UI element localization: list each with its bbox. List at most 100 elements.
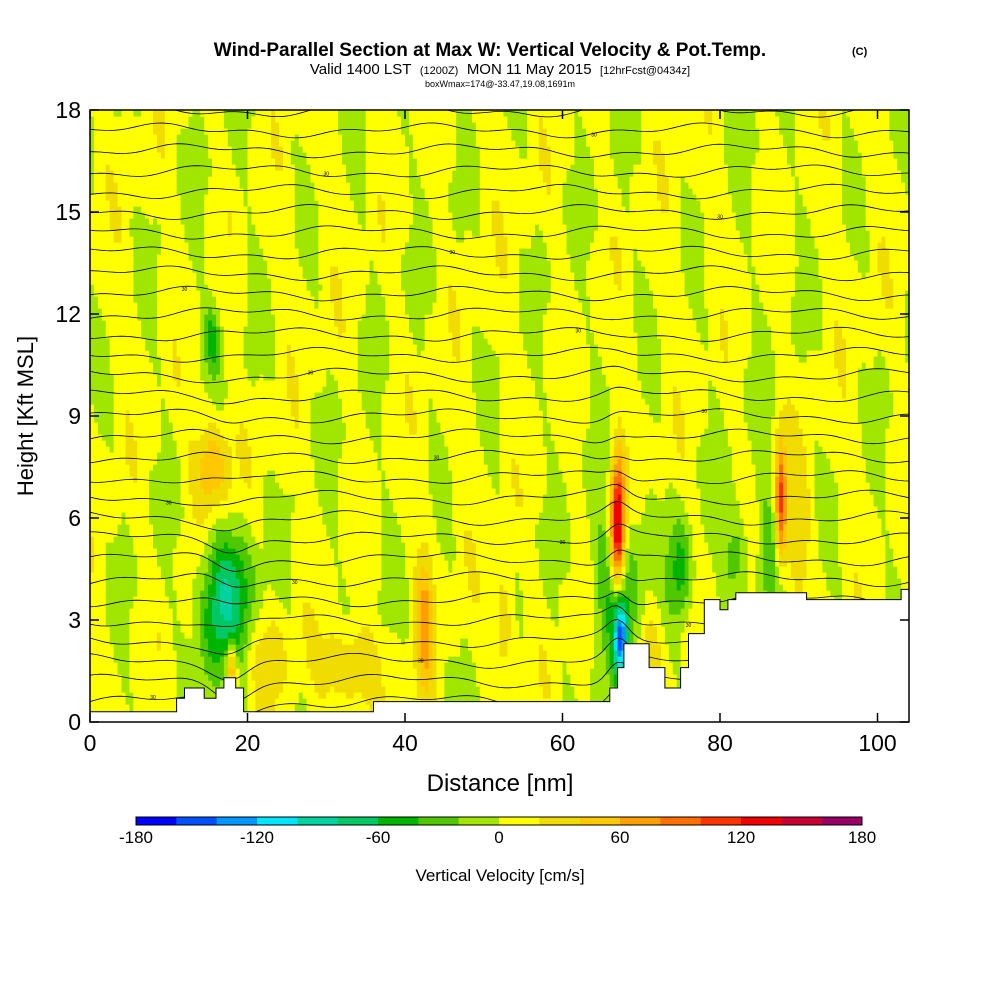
- velocity-cell: [129, 698, 134, 705]
- velocity-cell: [223, 578, 229, 585]
- velocity-cell: [885, 590, 890, 597]
- velocity-cell: [436, 680, 442, 687]
- velocity-cell: [420, 596, 426, 603]
- velocity-cell: [676, 680, 682, 687]
- velocity-cell: [633, 620, 638, 627]
- velocity-cell: [156, 662, 162, 669]
- velocity-cell: [168, 584, 174, 591]
- velocity-cell: [345, 674, 351, 681]
- velocity-cell: [101, 680, 107, 687]
- velocity-cell: [389, 656, 394, 663]
- velocity-cell: [334, 620, 339, 627]
- velocity-cell: [160, 668, 166, 675]
- velocity-cell: [751, 578, 757, 585]
- velocity-cell: [751, 584, 757, 591]
- velocity-cell: [692, 596, 697, 603]
- velocity-cell: [349, 662, 355, 669]
- velocity-cell: [865, 584, 871, 591]
- velocity-cell: [408, 656, 414, 663]
- velocity-cell: [389, 680, 394, 687]
- velocity-cell: [385, 686, 390, 693]
- velocity-cell: [255, 614, 260, 621]
- velocity-cell: [538, 620, 544, 627]
- velocity-cell: [495, 656, 501, 663]
- velocity-cell: [334, 674, 339, 681]
- velocity-cell: [468, 680, 473, 687]
- velocity-cell: [531, 614, 536, 621]
- velocity-cell: [499, 674, 505, 681]
- velocity-cell: [534, 626, 540, 633]
- velocity-cell: [223, 602, 229, 609]
- velocity-cell: [137, 644, 142, 651]
- velocity-cell: [117, 698, 123, 705]
- velocity-cell: [314, 650, 319, 657]
- velocity-cell: [479, 686, 485, 693]
- velocity-cell: [294, 626, 300, 633]
- velocity-cell: [200, 644, 205, 651]
- velocity-cell: [436, 632, 442, 639]
- velocity-cell: [330, 698, 335, 705]
- velocity-cell: [342, 668, 347, 675]
- velocity-cell: [692, 626, 697, 633]
- velocity-cell: [188, 626, 193, 633]
- velocity-cell: [495, 650, 501, 657]
- velocity-cell: [684, 644, 690, 651]
- velocity-cell: [471, 578, 477, 585]
- velocity-cell: [468, 602, 473, 609]
- velocity-cell: [672, 662, 678, 669]
- velocity-cell: [629, 590, 634, 597]
- velocity-cell: [251, 608, 256, 615]
- velocity-cell: [448, 626, 453, 633]
- velocity-cell: [149, 656, 154, 663]
- velocity-cell: [645, 620, 650, 627]
- velocity-cell: [145, 638, 150, 645]
- velocity-cell: [680, 608, 686, 615]
- velocity-cell: [342, 608, 347, 615]
- velocity-cell: [271, 590, 276, 597]
- velocity-cell: [629, 602, 634, 609]
- velocity-cell: [200, 632, 205, 639]
- velocity-cell: [243, 608, 249, 615]
- velocity-cell: [499, 680, 505, 687]
- velocity-cell: [101, 596, 107, 603]
- velocity-cell: [491, 608, 497, 615]
- velocity-cell: [393, 656, 398, 663]
- velocity-cell: [361, 584, 367, 591]
- velocity-cell: [243, 686, 249, 693]
- velocity-cell: [204, 638, 209, 645]
- velocity-cell: [515, 638, 520, 645]
- velocity-cell: [176, 644, 182, 651]
- velocity-cell: [271, 668, 276, 675]
- velocity-cell: [216, 620, 221, 627]
- velocity-cell: [216, 632, 221, 639]
- velocity-cell: [263, 668, 268, 675]
- velocity-cell: [495, 632, 501, 639]
- velocity-cell: [570, 578, 575, 585]
- velocity-cell: [314, 656, 319, 663]
- velocity-cell: [286, 698, 292, 705]
- velocity-cell: [176, 650, 182, 657]
- velocity-cell: [538, 632, 544, 639]
- velocity-cell: [790, 578, 796, 585]
- velocity-cell: [590, 662, 595, 669]
- velocity-cell: [326, 656, 331, 663]
- velocity-cell: [125, 650, 130, 657]
- velocity-cell: [137, 650, 142, 657]
- velocity-cell: [420, 692, 426, 699]
- velocity-cell: [156, 668, 162, 675]
- velocity-cell: [385, 602, 390, 609]
- velocity-cell: [814, 578, 820, 585]
- velocity-cell: [570, 662, 575, 669]
- velocity-cell: [857, 584, 863, 591]
- velocity-cell: [542, 614, 548, 621]
- velocity-cell: [594, 638, 599, 645]
- velocity-cell: [267, 668, 272, 675]
- velocity-cell: [381, 608, 386, 615]
- velocity-cell: [133, 590, 138, 597]
- velocity-cell: [160, 644, 166, 651]
- velocity-cell: [133, 650, 138, 657]
- velocity-cell: [160, 626, 166, 633]
- velocity-cell: [491, 650, 497, 657]
- velocity-cell: [586, 620, 591, 627]
- velocity-cell: [353, 632, 359, 639]
